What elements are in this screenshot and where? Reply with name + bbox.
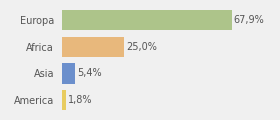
Bar bbox=[62, 36, 124, 57]
Text: 67,9%: 67,9% bbox=[234, 15, 264, 25]
Bar bbox=[62, 10, 232, 30]
Text: 25,0%: 25,0% bbox=[126, 42, 157, 52]
Text: 1,8%: 1,8% bbox=[68, 95, 93, 105]
Bar bbox=[62, 63, 75, 84]
Text: 5,4%: 5,4% bbox=[77, 68, 102, 78]
Bar bbox=[62, 90, 66, 110]
